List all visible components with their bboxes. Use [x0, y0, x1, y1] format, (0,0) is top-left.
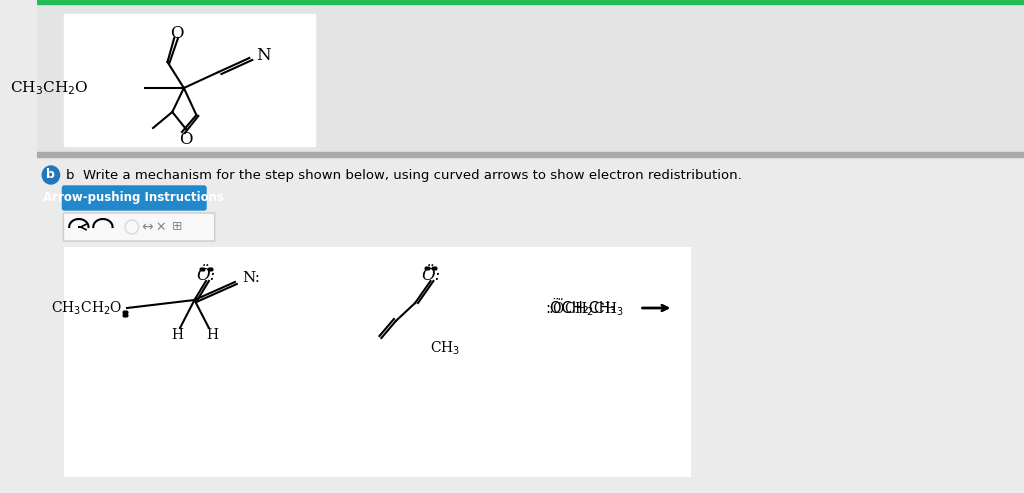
Text: N:: N:: [243, 271, 261, 285]
FancyBboxPatch shape: [62, 186, 206, 210]
Bar: [38, 4, 1024, 152]
Text: O: O: [170, 25, 184, 41]
Bar: [38, 152, 1024, 157]
Text: Ö:: Ö:: [421, 268, 440, 284]
Text: CH$_3$CH$_2$O: CH$_3$CH$_2$O: [51, 299, 122, 317]
Text: Ö:: Ö:: [197, 268, 216, 284]
Text: N: N: [256, 46, 270, 64]
Text: ↔: ↔: [141, 220, 153, 234]
Text: Arrow-pushing Instructions: Arrow-pushing Instructions: [43, 191, 224, 205]
Text: :$\mathregular{\ddot{O}}$CH$_2$CH$_3$: :$\mathregular{\ddot{O}}$CH$_2$CH$_3$: [548, 297, 624, 318]
Text: b  Write a mechanism for the step shown below, using curved arrows to show elect: b Write a mechanism for the step shown b…: [67, 169, 742, 181]
Text: CH$_3$CH$_2$O: CH$_3$CH$_2$O: [10, 79, 88, 97]
Circle shape: [42, 166, 59, 184]
Bar: [38, 157, 1024, 493]
Text: O: O: [179, 132, 193, 148]
Text: b: b: [46, 169, 55, 181]
Bar: [65, 247, 690, 477]
Text: H: H: [206, 328, 218, 342]
Bar: [38, 0, 1024, 4]
Text: ✕: ✕: [156, 220, 166, 234]
Text: H: H: [171, 328, 183, 342]
FancyBboxPatch shape: [63, 213, 215, 241]
Text: ⊞: ⊞: [172, 220, 182, 234]
Bar: [65, 247, 690, 477]
Text: CH$_3$: CH$_3$: [429, 339, 460, 357]
Bar: [65, 14, 315, 146]
Text: :ÖCH₂CH₃: :ÖCH₂CH₃: [545, 301, 615, 316]
